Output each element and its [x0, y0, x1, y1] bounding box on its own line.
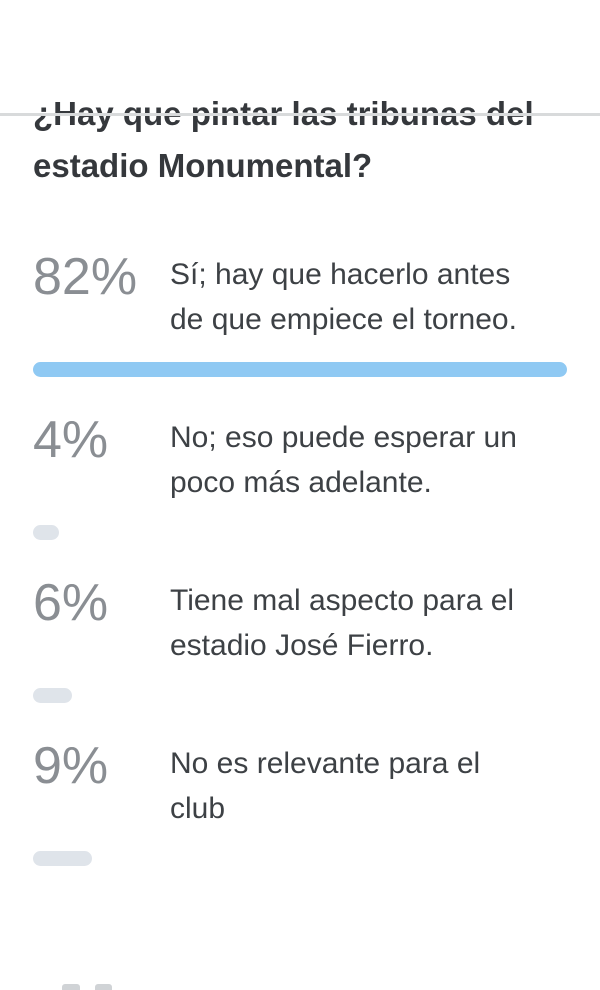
option-percent: 9%: [33, 737, 109, 795]
option-bar-track: [33, 525, 567, 540]
poll-option-row[interactable]: 82% Sí; hay que hacerlo antes de que emp…: [33, 248, 567, 377]
option-percent: 6%: [33, 574, 109, 632]
option-bar-fill: [33, 525, 60, 540]
option-bar-fill: [33, 688, 73, 703]
option-label: No es relevante para el club: [170, 747, 481, 825]
poll-option-row[interactable]: 9% No es relevante para el club: [33, 737, 567, 866]
option-bar-track: [33, 688, 567, 703]
truncated-glyph: [62, 984, 80, 990]
section-divider: [0, 113, 600, 116]
truncated-next-row: [0, 984, 600, 990]
poll-widget: ¿Hay que pintar las tribunas del estadio…: [0, 88, 600, 866]
option-percent: 4%: [33, 411, 109, 469]
option-bar-fill: [33, 362, 567, 377]
option-percent: 82%: [33, 248, 138, 306]
poll-question: ¿Hay que pintar las tribunas del estadio…: [33, 95, 534, 184]
option-label: Tiene mal aspecto para el estadio José F…: [170, 584, 515, 662]
option-bar-fill: [33, 851, 92, 866]
option-label: No; eso puede esperar un poco más adelan…: [170, 421, 517, 499]
option-label: Sí; hay que hacerlo antes de que empiece…: [170, 258, 517, 336]
option-bar-track: [33, 851, 567, 866]
poll-option-row[interactable]: 4% No; eso puede esperar un poco más ade…: [33, 411, 567, 540]
poll-option-row[interactable]: 6% Tiene mal aspecto para el estadio Jos…: [33, 574, 567, 703]
truncated-glyph: [95, 984, 112, 990]
option-bar-track: [33, 362, 567, 377]
